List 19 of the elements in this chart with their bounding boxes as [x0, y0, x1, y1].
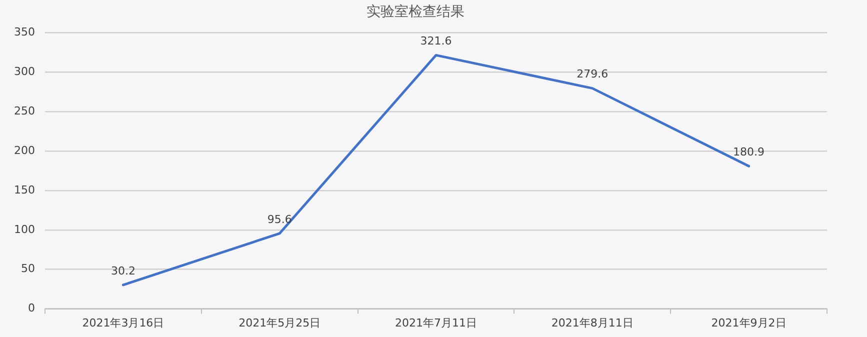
- data-label: 30.2: [110, 264, 136, 278]
- y-tick-label: 150: [14, 183, 35, 196]
- chart-title: 实验室检查结果: [366, 4, 464, 20]
- y-tick-label: 100: [14, 222, 35, 236]
- x-tick-label: 2021年8月11日: [551, 316, 634, 330]
- data-label: 180.9: [733, 146, 765, 159]
- y-tick-label: 250: [14, 104, 35, 118]
- y-tick-label: 50: [20, 262, 35, 276]
- y-tick-label: 200: [14, 144, 35, 157]
- data-label: 321.6: [420, 34, 452, 48]
- y-tick-label: 0: [28, 302, 35, 315]
- y-tick-label: 300: [14, 65, 35, 78]
- x-tick-label: 2021年9月2日: [711, 316, 786, 330]
- x-tick-label: 2021年5月25日: [238, 316, 321, 330]
- data-label: 279.6: [576, 68, 608, 81]
- y-tick-label: 350: [14, 26, 35, 39]
- data-label: 95.6: [267, 212, 292, 226]
- x-tick-label: 2021年7月11日: [395, 316, 477, 330]
- x-tick-label: 2021年3月16日: [82, 316, 164, 330]
